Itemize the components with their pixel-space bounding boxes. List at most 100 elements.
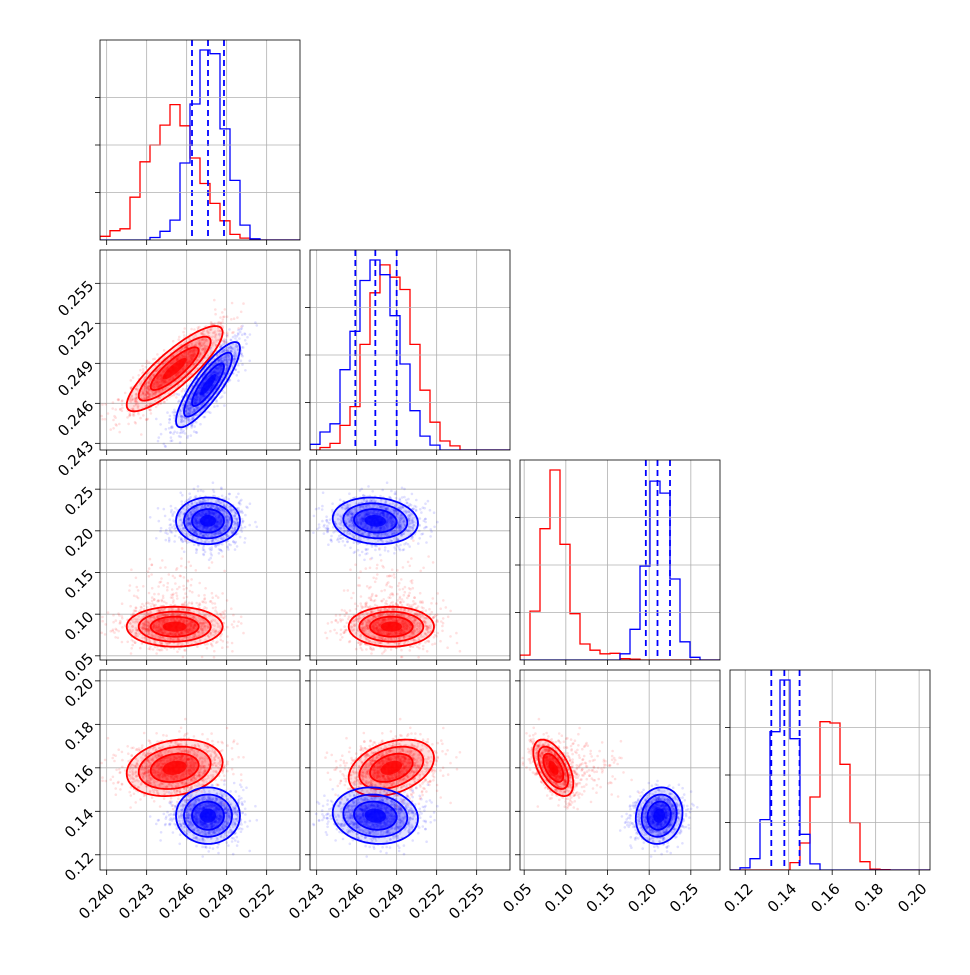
scatter-point — [239, 503, 242, 506]
scatter-point — [197, 490, 200, 493]
scatter-point — [139, 417, 142, 420]
scatter-point — [182, 388, 185, 391]
scatter-point — [128, 589, 131, 592]
scatter-point — [210, 600, 213, 603]
scatter-point — [241, 325, 244, 328]
scatter-point — [181, 390, 184, 393]
scatter-point — [230, 339, 233, 342]
y-tick-label: 0.25 — [61, 483, 97, 519]
scatter-point — [193, 425, 196, 428]
scatter-point — [128, 412, 131, 415]
scatter-point — [172, 340, 175, 343]
panel-content — [100, 40, 300, 240]
scatter-point — [188, 492, 191, 495]
scatter-point — [236, 316, 239, 319]
scatter-point — [155, 537, 158, 540]
scatter-point — [191, 591, 194, 594]
scatter-point — [162, 595, 165, 598]
scatter-point — [246, 336, 249, 339]
scatter-point — [206, 647, 209, 650]
scatter-point — [172, 601, 175, 604]
scatter-point — [166, 648, 169, 651]
scatter-point — [121, 407, 124, 410]
histogram-0 — [100, 105, 300, 240]
scatter-point — [190, 328, 193, 331]
scatter-point — [191, 603, 194, 606]
scatter-point — [200, 489, 203, 492]
y-tick-label: 0.255 — [54, 277, 97, 320]
scatter-point — [176, 431, 179, 434]
scatter-point — [121, 410, 124, 413]
scatter-point — [180, 565, 183, 568]
scatter-point — [225, 339, 228, 342]
scatter-point — [170, 505, 173, 508]
scatter-point — [237, 329, 240, 332]
scatter-point — [134, 606, 137, 609]
scatter-point — [218, 548, 221, 551]
scatter-point — [155, 406, 158, 409]
scatter-point — [140, 433, 143, 436]
scatter-point — [124, 392, 127, 395]
scatter-point — [171, 596, 174, 599]
scatter-point — [166, 398, 169, 401]
scatter-point — [213, 299, 216, 302]
scatter-point — [175, 568, 178, 571]
scatter-point — [165, 529, 168, 532]
scatter-point — [201, 656, 204, 659]
scatter-point — [249, 502, 252, 505]
scatter-point — [104, 418, 107, 421]
scatter-point — [160, 581, 163, 584]
scatter-point — [221, 592, 224, 595]
scatter-point — [241, 518, 244, 521]
scatter-point — [172, 575, 175, 578]
scatter-point — [222, 343, 225, 346]
scatter-point — [231, 642, 234, 645]
scatter-point — [157, 585, 160, 588]
scatter-point — [141, 642, 144, 645]
scatter-point — [182, 656, 185, 659]
scatter-point — [231, 302, 234, 305]
scatter-point — [112, 401, 115, 404]
scatter-point — [241, 346, 244, 349]
scatter-point — [219, 635, 222, 638]
scatter-point — [235, 496, 238, 499]
scatter-point — [236, 625, 239, 628]
scatter-point — [226, 599, 229, 602]
scatter-point — [121, 641, 124, 644]
scatter-point — [179, 441, 182, 444]
scatter-point — [151, 587, 154, 590]
scatter-point — [218, 321, 221, 324]
scatter-point — [168, 527, 171, 530]
scatter-point — [134, 422, 137, 425]
scatter-point — [222, 318, 225, 321]
scatter-point — [163, 349, 166, 352]
scatter-point — [149, 516, 152, 519]
scatter-point — [147, 570, 150, 573]
scatter-point — [112, 621, 115, 624]
scatter-point — [244, 369, 247, 372]
scatter-point — [129, 584, 132, 587]
y-tick-label: 0.249 — [54, 357, 97, 400]
scatter-point — [203, 594, 206, 597]
scatter-point — [214, 313, 217, 316]
scatter-point — [212, 607, 215, 610]
scatter-point — [214, 602, 217, 605]
scatter-point — [244, 333, 247, 336]
scatter-point — [214, 308, 217, 311]
scatter-point — [166, 589, 169, 592]
scatter-point — [177, 338, 180, 341]
scatter-point — [242, 302, 245, 305]
scatter-point — [224, 308, 227, 311]
y-tick-label: 0.15 — [61, 566, 97, 602]
y-tick-label: 0.243 — [54, 437, 97, 480]
scatter-point — [190, 565, 193, 568]
scatter-point — [113, 415, 116, 418]
scatter-point — [118, 614, 121, 617]
scatter-point — [183, 576, 186, 579]
scatter-point — [223, 570, 226, 573]
scatter-point — [199, 603, 202, 606]
scatter-point — [199, 423, 202, 426]
scatter-point — [226, 331, 229, 334]
scatter-point — [158, 436, 161, 439]
scatter-point — [178, 393, 181, 396]
